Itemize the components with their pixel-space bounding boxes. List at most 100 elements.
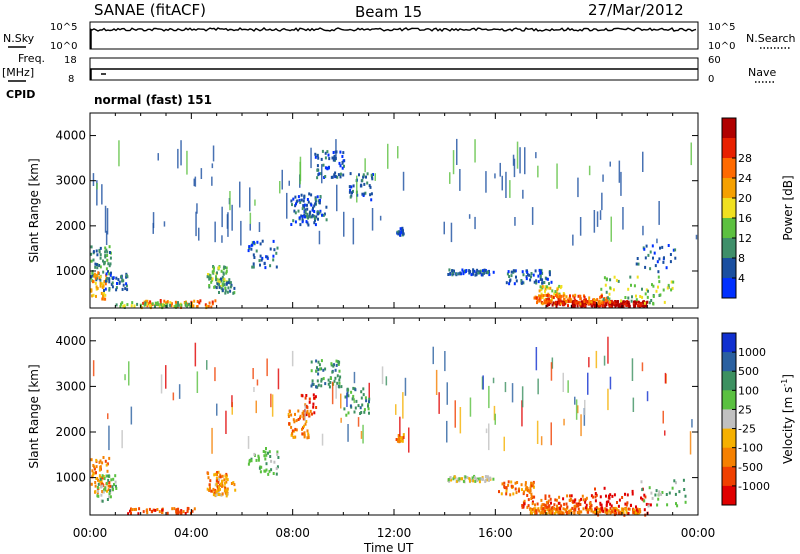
velocity-cell — [530, 481, 533, 485]
power-cell — [512, 269, 515, 273]
velocity-cell — [587, 508, 590, 512]
velocity-cell — [559, 510, 562, 513]
velocity-streak — [444, 351, 446, 372]
power-cell — [557, 298, 560, 301]
power-cell — [217, 266, 220, 270]
velocity-cell — [114, 480, 117, 484]
power-cell — [133, 304, 136, 308]
power-streak — [96, 183, 98, 190]
power-cell — [176, 304, 179, 307]
velocity-cell — [599, 510, 602, 514]
power-cell — [136, 302, 139, 306]
velocity-cell — [540, 511, 543, 514]
velocity-cell — [544, 497, 547, 500]
velocity-cell — [474, 479, 477, 483]
power-cell — [370, 173, 373, 177]
velocity-cell — [297, 418, 300, 421]
power-cell — [324, 156, 327, 160]
power-ytick-label: 3000 — [55, 174, 86, 188]
power-colorbar-segment — [722, 138, 736, 159]
velocity-cell — [628, 507, 631, 511]
velocity-ytick-label: 4000 — [55, 334, 86, 348]
power-cell — [540, 288, 543, 292]
power-cell — [573, 304, 576, 308]
velocity-cell — [182, 510, 185, 514]
power-cell — [622, 300, 625, 304]
velocity-cell — [505, 492, 508, 496]
velocity-streak — [469, 397, 472, 417]
velocity-cell — [226, 491, 228, 495]
power-cell — [107, 262, 110, 266]
power-cell — [208, 277, 211, 281]
velocity-cell — [512, 492, 515, 496]
power-cell — [600, 301, 603, 305]
velocity-cell — [215, 482, 218, 486]
power-cell — [313, 204, 316, 208]
power-cell — [547, 286, 550, 290]
power-cell — [272, 258, 275, 262]
power-cell — [557, 300, 559, 304]
velocity-cell — [489, 476, 492, 480]
velocity-cell — [544, 509, 546, 513]
power-cell — [521, 270, 524, 274]
velocity-cell — [540, 506, 543, 510]
velocity-cell — [533, 509, 536, 513]
power-cell — [102, 270, 105, 274]
power-cell — [538, 289, 541, 293]
velocity-cell — [97, 482, 100, 486]
power-cell — [218, 283, 221, 287]
velocity-cell — [472, 479, 475, 483]
power-cell — [163, 299, 166, 303]
power-cell — [211, 302, 214, 306]
power-cell — [98, 264, 101, 267]
velocity-cell — [484, 475, 487, 478]
nave-label: Nave — [748, 66, 776, 79]
power-colorbar-segment — [722, 158, 736, 179]
velocity-cell — [186, 509, 189, 513]
power-cell — [628, 302, 631, 306]
velocity-cell — [450, 478, 453, 482]
power-cell — [331, 175, 334, 179]
velocity-cell — [217, 480, 220, 484]
velocity-cell — [191, 509, 194, 513]
power-cell — [564, 301, 567, 305]
power-cell — [569, 294, 571, 298]
velocity-cell — [306, 436, 309, 440]
power-cell — [448, 268, 451, 272]
velocity-cell — [97, 489, 99, 493]
velocity-cell — [574, 498, 577, 502]
power-cell — [613, 275, 616, 279]
velocity-streak — [277, 368, 280, 390]
velocity-cell — [615, 512, 618, 516]
power-cell — [225, 269, 228, 273]
power-cell — [258, 259, 261, 263]
velocity-cell — [248, 460, 251, 464]
velocity-cell — [98, 460, 101, 464]
power-cell — [488, 273, 491, 277]
velocity-cell — [103, 477, 106, 481]
velocity-streak — [346, 392, 348, 407]
power-cell — [541, 296, 544, 299]
velocity-colorbar-segment — [722, 409, 736, 429]
power-streak — [513, 158, 516, 178]
velocity-streak — [563, 418, 565, 426]
velocity-cell — [526, 505, 529, 509]
velocity-cell — [135, 507, 137, 511]
velocity-cell — [532, 484, 535, 488]
velocity-streak — [511, 383, 514, 403]
velocity-cell — [577, 504, 580, 507]
power-cell — [472, 268, 475, 272]
power-streak — [485, 171, 487, 193]
power-cell — [104, 293, 107, 297]
power-cell — [300, 198, 303, 202]
velocity-cell — [297, 409, 300, 413]
power-cell — [572, 294, 575, 298]
power-streak — [459, 169, 461, 191]
power-cell — [276, 246, 279, 250]
velocity-cell — [605, 500, 608, 504]
power-cell — [90, 252, 93, 256]
power-streak — [254, 199, 256, 206]
power-cell — [102, 294, 104, 298]
power-cell — [248, 245, 251, 249]
velocity-cell — [529, 511, 532, 515]
